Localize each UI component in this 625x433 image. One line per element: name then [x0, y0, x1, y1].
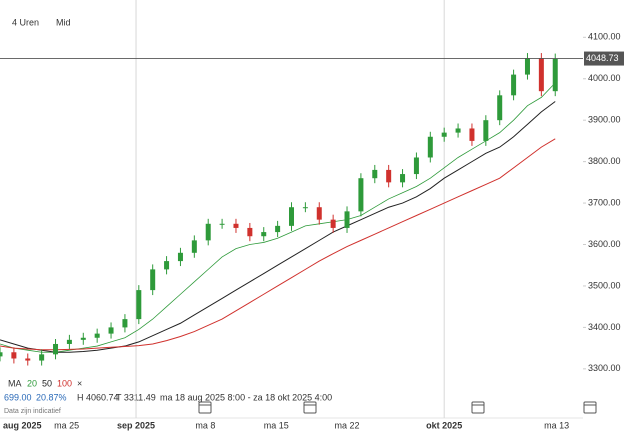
- calendar-icons[interactable]: [198, 401, 597, 414]
- candle-body: [53, 343, 59, 355]
- ma-line: [0, 101, 556, 353]
- candle-body: [344, 211, 350, 228]
- disclaimer: Data zijn indicatief: [4, 408, 61, 415]
- y-tick-label: 3300.00: [588, 363, 621, 373]
- candle-body: [39, 354, 45, 361]
- y-tick-label: 4100.00: [588, 32, 621, 42]
- x-tick-label: aug 2025: [3, 420, 42, 430]
- x-tick-label: ma 22: [335, 420, 360, 430]
- y-tick-label: 4000.00: [588, 73, 621, 83]
- candle-body: [25, 358, 31, 361]
- candle-body: [275, 225, 281, 233]
- candle-body: [552, 58, 558, 92]
- change-percent: 20.87%: [36, 392, 67, 402]
- x-tick-label: sep 2025: [117, 420, 155, 430]
- x-tick-label: okt 2025: [426, 420, 462, 430]
- x-tick-label: ma 15: [264, 420, 289, 430]
- candle-body: [427, 136, 433, 158]
- candle-body: [538, 58, 544, 92]
- candle-body: [511, 74, 517, 96]
- candle-body: [219, 223, 225, 225]
- candle-body: [261, 232, 267, 237]
- candle-body: [441, 132, 447, 137]
- candle-body: [233, 223, 239, 228]
- candle-body: [302, 207, 308, 209]
- y-tick-label: 3900.00: [588, 115, 621, 125]
- candle-body: [358, 178, 364, 212]
- candle-body: [11, 352, 17, 359]
- candle-body: [80, 337, 86, 340]
- y-tick-label: 3800.00: [588, 156, 621, 166]
- interval-selector[interactable]: 4 Uren: [12, 17, 39, 27]
- candle-body: [386, 169, 392, 183]
- candle-body: [524, 58, 530, 75]
- candle-body: [413, 157, 419, 175]
- candle-body: [469, 128, 475, 141]
- candle-body: [400, 174, 406, 183]
- change-value: 699.00: [4, 392, 32, 402]
- legend-entry: 50: [42, 378, 52, 388]
- candle-body: [177, 252, 183, 262]
- high-value: H 4060.74: [77, 392, 119, 402]
- y-tick-label: 3400.00: [588, 322, 621, 332]
- candle-body: [108, 327, 114, 334]
- y-tick-label: 3700.00: [588, 197, 621, 207]
- candle-body: [150, 269, 156, 291]
- candle-body: [0, 352, 3, 357]
- price-type-selector[interactable]: Mid: [56, 17, 71, 27]
- candle-body: [164, 261, 170, 270]
- y-tick-label: 3500.00: [588, 280, 621, 290]
- candle-body: [136, 290, 142, 320]
- last-price-label: 4048.73: [586, 53, 619, 63]
- candle-body: [497, 95, 503, 121]
- candle-body: [205, 223, 211, 241]
- x-tick-label: ma 13: [544, 420, 569, 430]
- last-price-box: [584, 51, 624, 66]
- ma-label: MA: [8, 378, 22, 388]
- candle-body: [372, 169, 378, 179]
- candle-body: [330, 219, 336, 228]
- candle-body: [289, 207, 294, 226]
- legend-entry: 100: [57, 378, 72, 388]
- candle-body: [483, 120, 489, 141]
- ma-remove[interactable]: ×: [77, 378, 82, 388]
- candle-body: [247, 227, 253, 237]
- candle-body: [66, 339, 72, 344]
- candle-body: [455, 128, 461, 133]
- ma-line: [0, 138, 556, 351]
- x-tick-label: ma 25: [54, 420, 79, 430]
- candle-body: [94, 333, 100, 338]
- legend-entry: 20: [27, 378, 37, 388]
- y-tick-label: 3600.00: [588, 239, 621, 249]
- date-range: ma 18 aug 2025 8:00 - za 18 okt 2025 4:0…: [160, 392, 332, 402]
- candle-body: [316, 207, 322, 220]
- candle-body: [191, 240, 197, 253]
- candle-body: [122, 319, 128, 328]
- ma-line: [0, 82, 556, 353]
- x-tick-label: ma 8: [195, 420, 215, 430]
